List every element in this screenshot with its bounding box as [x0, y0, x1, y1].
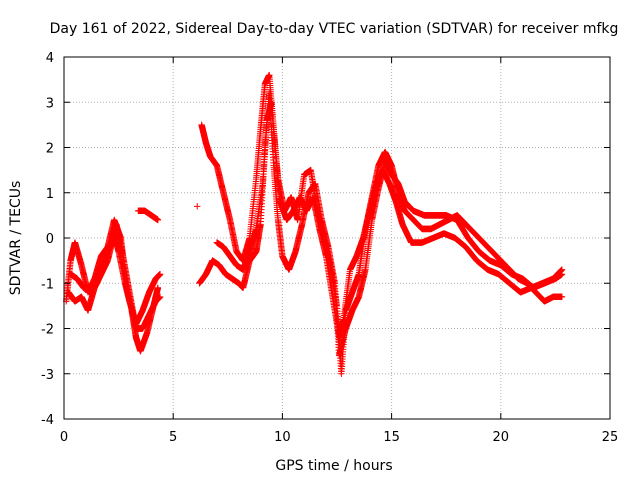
data-series: [62, 71, 566, 377]
grid: [64, 57, 610, 419]
chart-title: Day 161 of 2022, Sidereal Day-to-day VTE…: [50, 21, 619, 37]
data-point: [154, 284, 162, 291]
data-point: [156, 293, 164, 301]
data-point: [156, 271, 164, 278]
data-point: [154, 216, 162, 224]
